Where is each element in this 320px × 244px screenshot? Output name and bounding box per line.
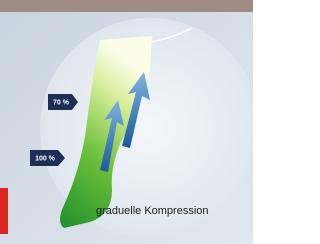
- upper-label: 70 %: [53, 99, 70, 106]
- illustration: 70 % 100 % graduelle Kompression: [0, 0, 253, 244]
- lower-label: 100 %: [35, 155, 56, 162]
- caption: graduelle Kompression: [96, 205, 209, 217]
- side-bar: [0, 188, 8, 234]
- top-bar: [0, 0, 253, 12]
